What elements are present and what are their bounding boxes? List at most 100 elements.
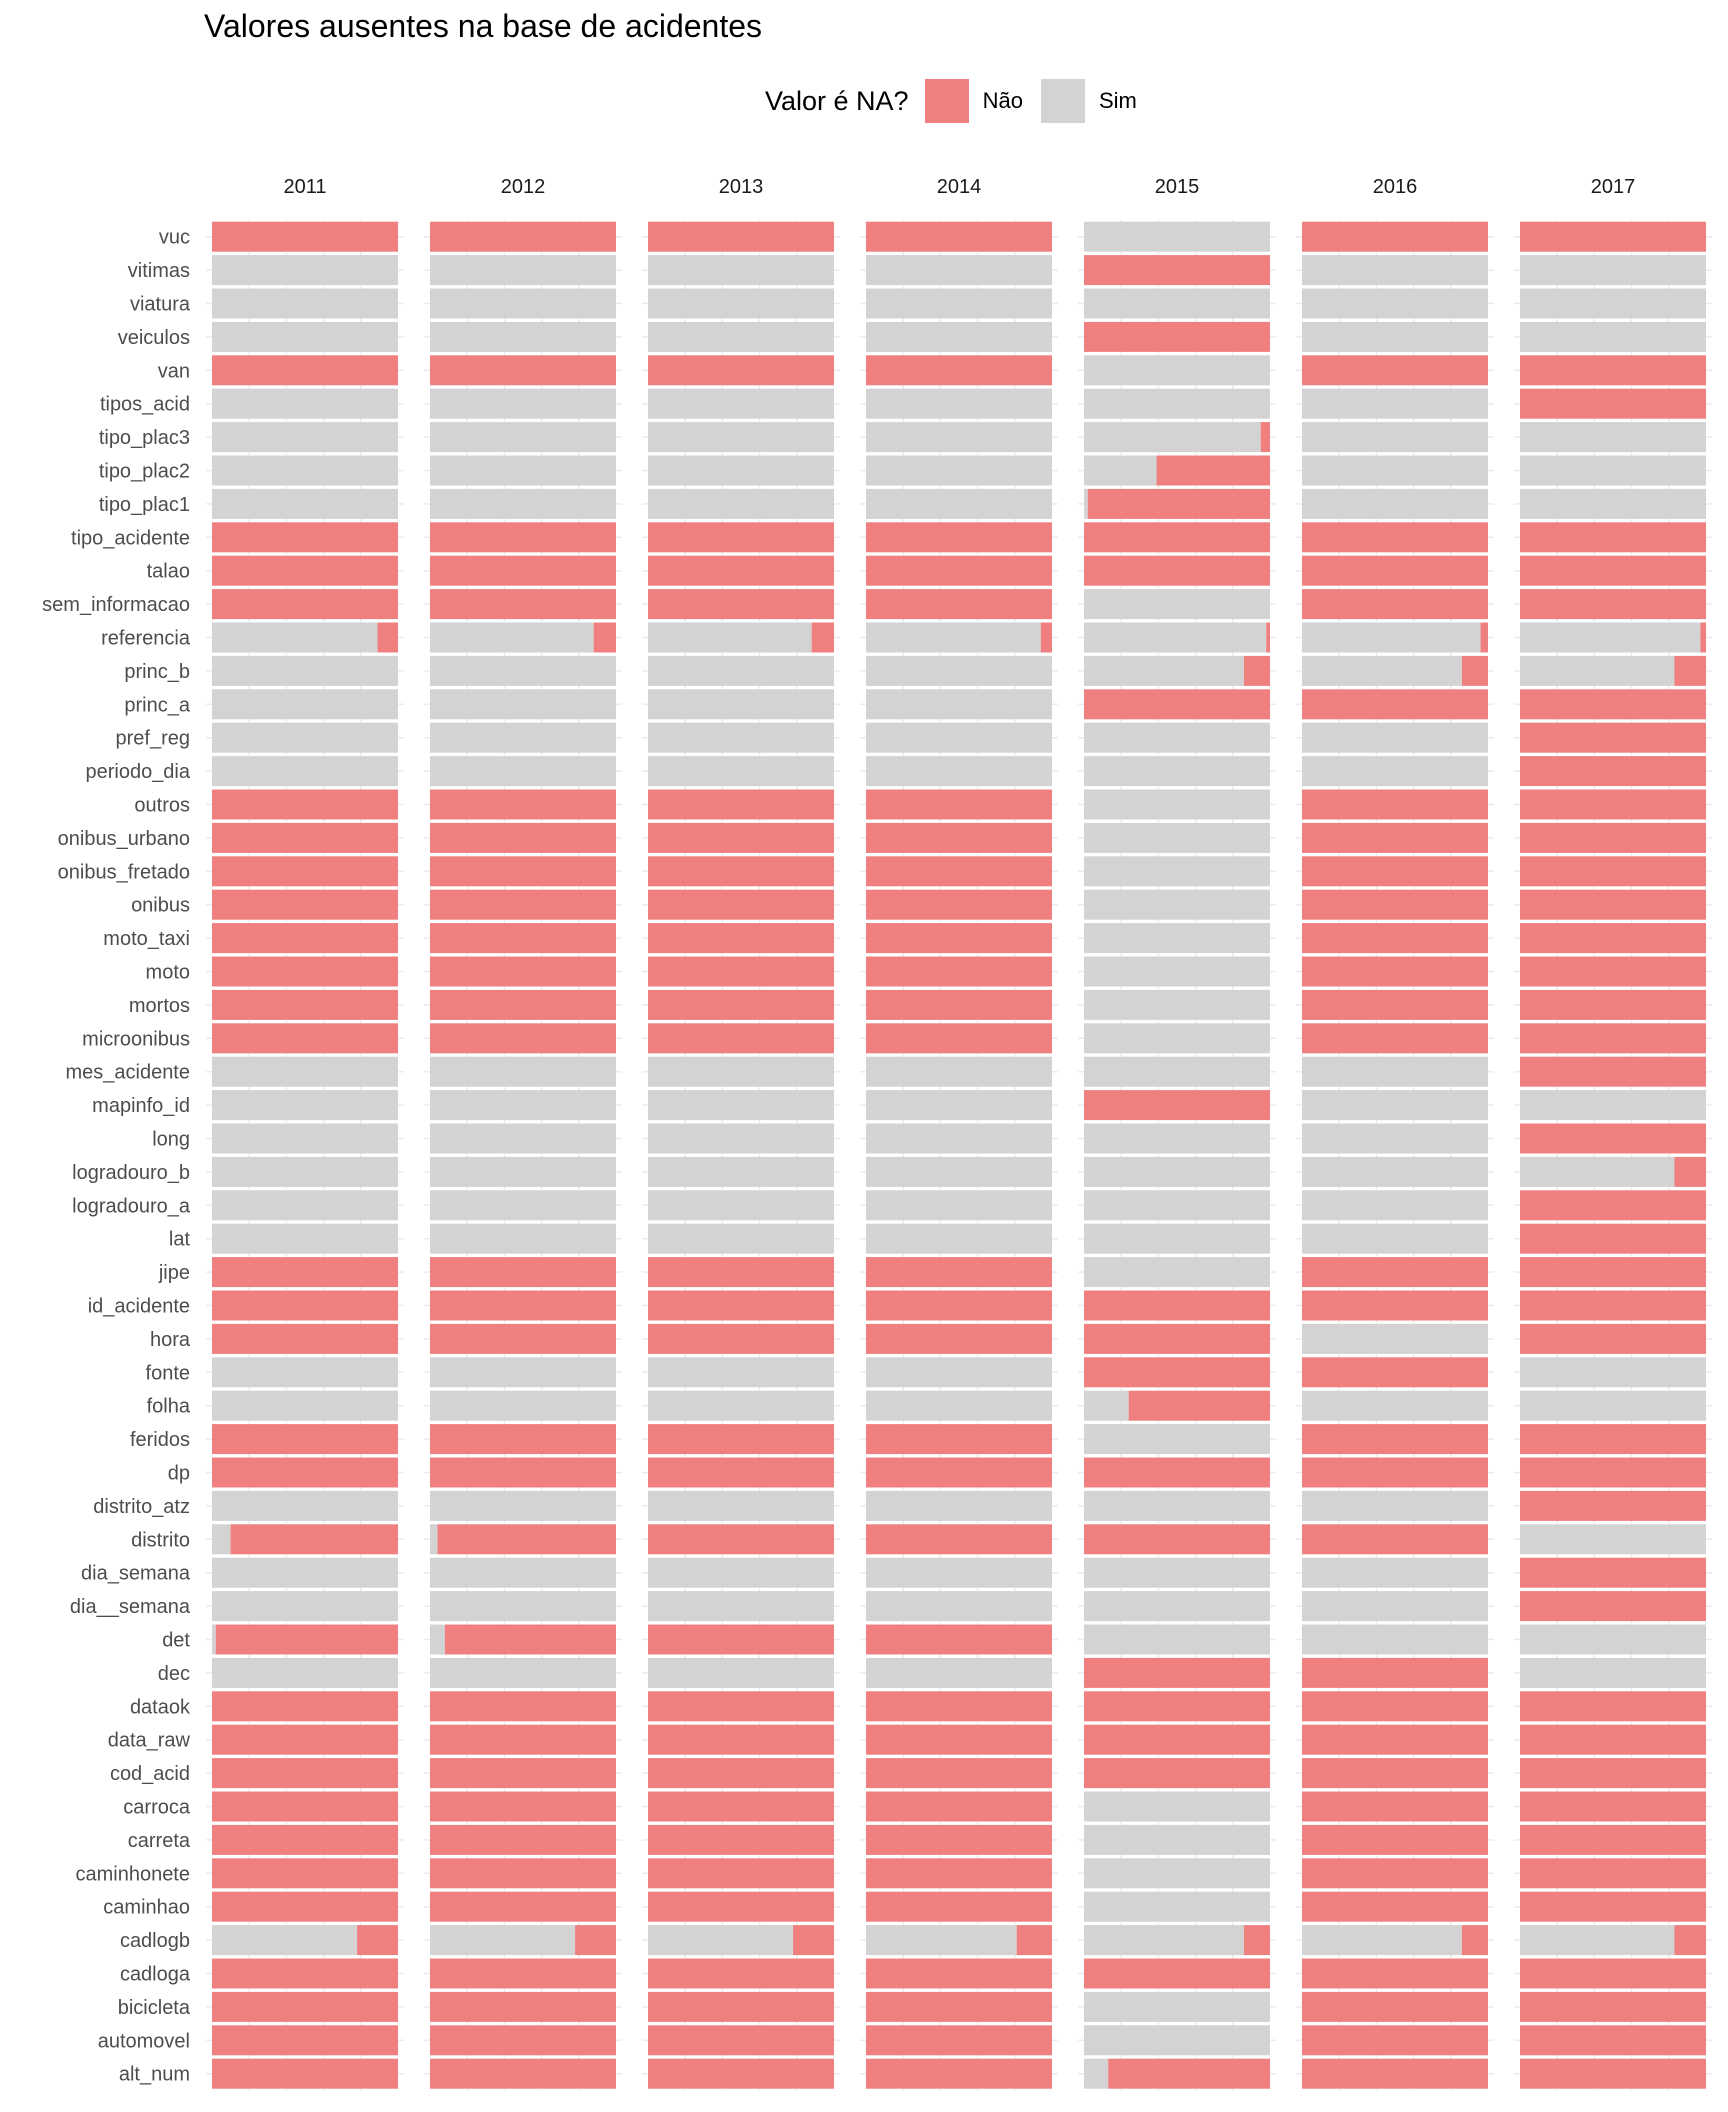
bar-nao-2012-sem_informacao (430, 589, 616, 620)
bar-sim-2016-pref_reg (1302, 722, 1488, 753)
bar-nao-2013-bicicleta (648, 1991, 834, 2022)
bar-nao-2016-princ_a (1302, 689, 1488, 720)
y-tick-label-logradouro_b: logradouro_b (72, 1162, 190, 1184)
bar-nao-2013-carroca (648, 1791, 834, 1822)
bar-nao-2015-vitimas (1084, 255, 1270, 286)
bar-sim-2014-mapinfo_id (866, 1090, 1052, 1121)
bar-nao-2014-caminhao (866, 1891, 1052, 1922)
bar-nao-2011-moto_taxi (212, 923, 398, 954)
bar-sim-2011-tipo_plac3 (212, 422, 398, 453)
bar-nao-2012-hora (430, 1323, 616, 1354)
bar-nao-2014-cadlogb (1016, 1925, 1052, 1956)
bar-sim-2012-tipo_plac3 (430, 422, 616, 453)
bar-sim-2013-logradouro_a (648, 1190, 834, 1221)
bar-nao-2012-alt_num (430, 2058, 616, 2089)
facet-label-2014: 2014 (937, 176, 982, 198)
bar-nao-2012-van (430, 355, 616, 386)
bar-sim-2011-periodo_dia (212, 756, 398, 787)
bar-nao-2015-data_raw (1084, 1724, 1270, 1755)
bar-sim-2015-logradouro_b (1084, 1156, 1270, 1187)
bar-sim-2012-distrito (430, 1524, 438, 1555)
bar-sim-2012-tipos_acid (430, 388, 616, 419)
bar-sim-2015-tipos_acid (1084, 388, 1270, 419)
bar-nao-2011-alt_num (212, 2058, 398, 2089)
bar-sim-2011-tipo_plac1 (212, 488, 398, 519)
bar-sim-2016-mapinfo_id (1302, 1090, 1488, 1121)
bar-sim-2016-viatura (1302, 288, 1488, 319)
bar-sim-2011-det (212, 1624, 216, 1655)
bar-nao-2017-van (1520, 355, 1706, 386)
bar-nao-2017-dataok (1520, 1691, 1706, 1722)
bar-nao-2016-dp (1302, 1457, 1488, 1488)
bar-nao-2017-id_acidente (1520, 1290, 1706, 1321)
bar-sim-2015-sem_informacao (1084, 589, 1270, 620)
bar-nao-2016-distrito (1302, 1524, 1488, 1555)
bar-nao-2011-van (212, 355, 398, 386)
bar-nao-2013-tipo_acidente (648, 522, 834, 553)
bar-nao-2016-data_raw (1302, 1724, 1488, 1755)
y-tick-label-data_raw: data_raw (108, 1730, 191, 1752)
bar-nao-2011-caminhonete (212, 1858, 398, 1889)
bar-sim-2016-logradouro_a (1302, 1190, 1488, 1221)
bar-nao-2016-fonte (1302, 1357, 1488, 1388)
bar-nao-2016-van (1302, 355, 1488, 386)
bar-sim-2011-lat (212, 1223, 398, 1254)
bar-nao-2017-princ_b (1674, 655, 1706, 686)
bar-sim-2016-det (1302, 1624, 1488, 1655)
bar-sim-2015-cadlogb (1084, 1925, 1244, 1956)
bar-nao-2011-bicicleta (212, 1991, 398, 2022)
bar-nao-2012-feridos (430, 1424, 616, 1455)
bar-sim-2012-princ_b (430, 655, 616, 686)
y-tick-label-id_acidente: id_acidente (88, 1296, 190, 1318)
bar-sim-2016-referencia (1302, 622, 1481, 653)
bar-nao-2017-jipe (1520, 1257, 1706, 1288)
bar-nao-2017-pref_reg (1520, 722, 1706, 753)
y-tick-label-jipe: jipe (158, 1262, 190, 1284)
bar-sim-2013-fonte (648, 1357, 834, 1388)
y-tick-label-moto_taxi: moto_taxi (103, 928, 190, 950)
bar-sim-2017-princ_b (1520, 655, 1675, 686)
bar-nao-2017-caminhao (1520, 1891, 1706, 1922)
bar-nao-2012-id_acidente (430, 1290, 616, 1321)
bar-nao-2016-vuc (1302, 221, 1488, 252)
bar-nao-2015-cadloga (1084, 1958, 1270, 1989)
bar-nao-2011-data_raw (212, 1724, 398, 1755)
bar-sim-2014-long (866, 1123, 1052, 1154)
y-tick-label-tipos_acid: tipos_acid (100, 394, 190, 416)
y-tick-label-hora: hora (150, 1329, 191, 1351)
bar-sim-2016-distrito_atz (1302, 1490, 1488, 1521)
bar-nao-2011-carroca (212, 1791, 398, 1822)
bar-nao-2017-feridos (1520, 1424, 1706, 1455)
bar-nao-2013-onibus (648, 889, 834, 920)
bar-sim-2013-mes_acidente (648, 1056, 834, 1087)
bar-nao-2013-det (648, 1624, 834, 1655)
bar-sim-2017-fonte (1520, 1357, 1706, 1388)
bar-nao-2016-automovel (1302, 2025, 1488, 2056)
bar-sim-2016-mes_acidente (1302, 1056, 1488, 1087)
bar-sim-2015-vuc (1084, 221, 1270, 252)
bar-sim-2015-tipo_plac3 (1084, 422, 1261, 453)
bar-sim-2016-long (1302, 1123, 1488, 1154)
bar-sim-2015-dia__semana (1084, 1591, 1270, 1622)
y-tick-label-logradouro_a: logradouro_a (72, 1195, 191, 1217)
bar-nao-2016-onibus_urbano (1302, 822, 1488, 853)
bar-nao-2014-carreta (866, 1824, 1052, 1855)
bar-nao-2017-tipo_acidente (1520, 522, 1706, 553)
bar-nao-2016-cadlogb (1461, 1925, 1488, 1956)
y-tick-label-long: long (152, 1129, 190, 1151)
y-tick-label-dataok: dataok (130, 1696, 191, 1718)
bar-sim-2015-tipo_plac2 (1084, 455, 1157, 486)
bar-nao-2015-tipo_acidente (1084, 522, 1270, 553)
bar-sim-2014-dia_semana (866, 1557, 1052, 1588)
legend-key-sim (1040, 79, 1085, 123)
bar-nao-2012-jipe (430, 1257, 616, 1288)
bar-nao-2017-lat (1520, 1223, 1706, 1254)
bar-sim-2016-tipo_plac3 (1302, 422, 1488, 453)
facet-label-2017: 2017 (1591, 176, 1636, 198)
bar-sim-2016-dia_semana (1302, 1557, 1488, 1588)
bar-sim-2014-fonte (866, 1357, 1052, 1388)
bar-sim-2015-carroca (1084, 1791, 1270, 1822)
y-tick-label-vuc: vuc (159, 227, 190, 249)
bar-nao-2016-alt_num (1302, 2058, 1488, 2089)
bar-sim-2017-logradouro_b (1520, 1156, 1675, 1187)
